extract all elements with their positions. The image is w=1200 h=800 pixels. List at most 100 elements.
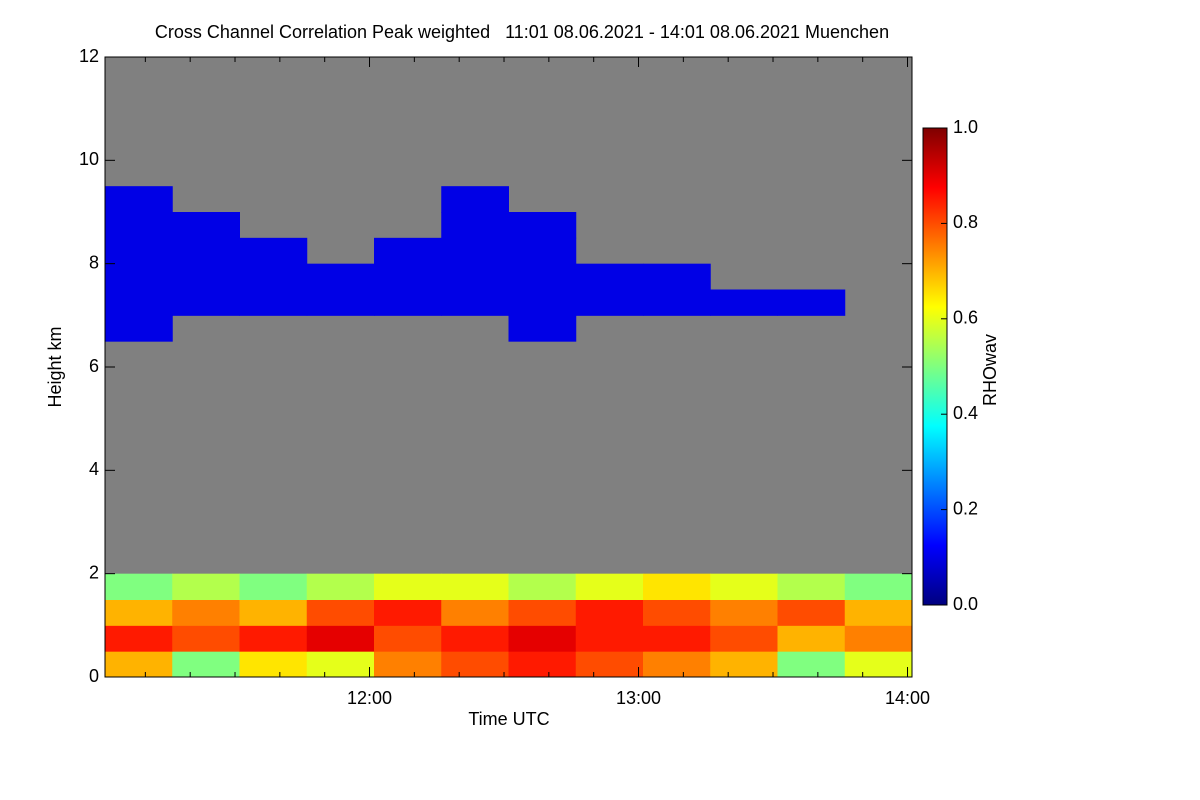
y-axis-label: Height km — [45, 326, 65, 407]
chart-title: Cross Channel Correlation Peak weighted … — [155, 22, 889, 42]
heatmap-cell — [844, 599, 913, 626]
heatmap-cell — [441, 263, 509, 290]
colorbar-tick-label: 0.6 — [953, 308, 978, 328]
heatmap-cell — [172, 625, 240, 652]
heatmap-cell — [575, 651, 644, 678]
heatmap-cell — [844, 651, 913, 678]
x-axis-label: Time UTC — [468, 709, 549, 729]
heatmap-cell — [306, 599, 375, 626]
heatmap-cell — [239, 289, 308, 316]
heatmap-cell — [441, 625, 509, 652]
colorbar-tick-label: 0.0 — [953, 594, 978, 614]
heatmap-cell — [575, 289, 644, 316]
heatmap-cell — [172, 237, 240, 265]
x-tick-label: 14:00 — [885, 688, 930, 708]
heatmap-cell — [441, 651, 509, 678]
heatmap-cell — [105, 599, 173, 626]
heatmap-cell — [239, 599, 308, 626]
heatmap-cell — [172, 573, 240, 600]
y-tick-label: 10 — [79, 149, 99, 169]
heatmap-cell — [105, 237, 173, 265]
heatmap-cell — [105, 625, 173, 652]
heatmap-cell — [105, 573, 173, 600]
heatmap-cell — [105, 651, 173, 678]
heatmap-cell — [306, 263, 375, 290]
heatmap-cell — [441, 573, 509, 600]
heatmap-cell — [508, 289, 577, 316]
colorbar-label: RHOwav — [980, 334, 1000, 406]
heatmap-cell — [710, 599, 778, 626]
heatmap-cell — [374, 289, 442, 316]
heatmap-cell — [105, 315, 173, 342]
heatmap-cell — [508, 599, 577, 626]
heatmap-cell — [172, 599, 240, 626]
heatmap-cell — [374, 237, 442, 265]
heatmap-cell — [643, 289, 711, 316]
colorbar — [922, 127, 948, 606]
heatmap-cell — [508, 625, 577, 652]
heatmap-cell — [105, 186, 173, 213]
heatmap-cell — [508, 573, 577, 600]
heatmap-cell — [306, 625, 375, 652]
heatmap-cell — [710, 289, 778, 316]
y-tick-label: 0 — [89, 666, 99, 686]
heatmap-cell — [844, 625, 913, 652]
heatmap-cell — [172, 651, 240, 678]
heatmap-cell — [508, 237, 577, 265]
heatmap-cell — [105, 212, 173, 239]
heatmap-cell — [441, 599, 509, 626]
heatmap-cell — [777, 651, 846, 678]
heatmap-cell — [441, 186, 509, 213]
heatmap-cell — [172, 212, 240, 239]
y-tick-label: 2 — [89, 562, 99, 582]
heatmap-cell — [508, 315, 577, 342]
heatmap-cell — [239, 237, 308, 265]
heatmap-cell — [777, 289, 846, 316]
heatmap-cell — [643, 263, 711, 290]
y-tick-label: 4 — [89, 459, 99, 479]
heatmap-cell — [508, 263, 577, 290]
heatmap-cell — [441, 212, 509, 239]
heatmap-cell — [105, 263, 173, 290]
heatmap-cell — [441, 289, 509, 316]
y-tick-label: 6 — [89, 356, 99, 376]
heatmap-cell — [172, 263, 240, 290]
heatmap-cell — [643, 573, 711, 600]
heatmap-cell — [710, 651, 778, 678]
heatmap-cell — [306, 289, 375, 316]
heatmap-cell — [172, 289, 240, 316]
heatmap-cell — [374, 599, 442, 626]
heatmap-cell — [575, 599, 644, 626]
x-tick-label: 13:00 — [616, 688, 661, 708]
heatmap-cell — [374, 625, 442, 652]
y-tick-label: 12 — [79, 46, 99, 66]
heatmap-cell — [374, 263, 442, 290]
heatmap-cell — [239, 651, 308, 678]
heatmap-cell — [306, 651, 375, 678]
heatmap-cell — [844, 573, 913, 600]
heatmap-cell — [575, 573, 644, 600]
heatmap-cell — [239, 625, 308, 652]
x-tick-label: 12:00 — [347, 688, 392, 708]
colorbar-tick-label: 0.2 — [953, 498, 978, 518]
colorbar-tick-label: 0.4 — [953, 403, 978, 423]
heatmap-cell — [441, 237, 509, 265]
colorbar-tick-label: 0.8 — [953, 212, 978, 232]
heatmap-cell — [777, 573, 846, 600]
heatmap-cell — [643, 651, 711, 678]
heatmap-cell — [710, 625, 778, 652]
heatmap-cell — [508, 212, 577, 239]
y-tick-label: 8 — [89, 252, 99, 272]
heatmap-cell — [239, 573, 308, 600]
heatmap-cell — [575, 625, 644, 652]
heatmap-cell — [777, 599, 846, 626]
heatmap-cell — [643, 599, 711, 626]
heatmap-cell — [508, 651, 577, 678]
heatmap-cell — [239, 263, 308, 290]
colorbar-tick-label: 1.0 — [953, 117, 978, 137]
heatmap-cell — [777, 625, 846, 652]
heatmap-cell — [374, 651, 442, 678]
heatmap-cell — [710, 573, 778, 600]
heatmap-cell — [105, 289, 173, 316]
